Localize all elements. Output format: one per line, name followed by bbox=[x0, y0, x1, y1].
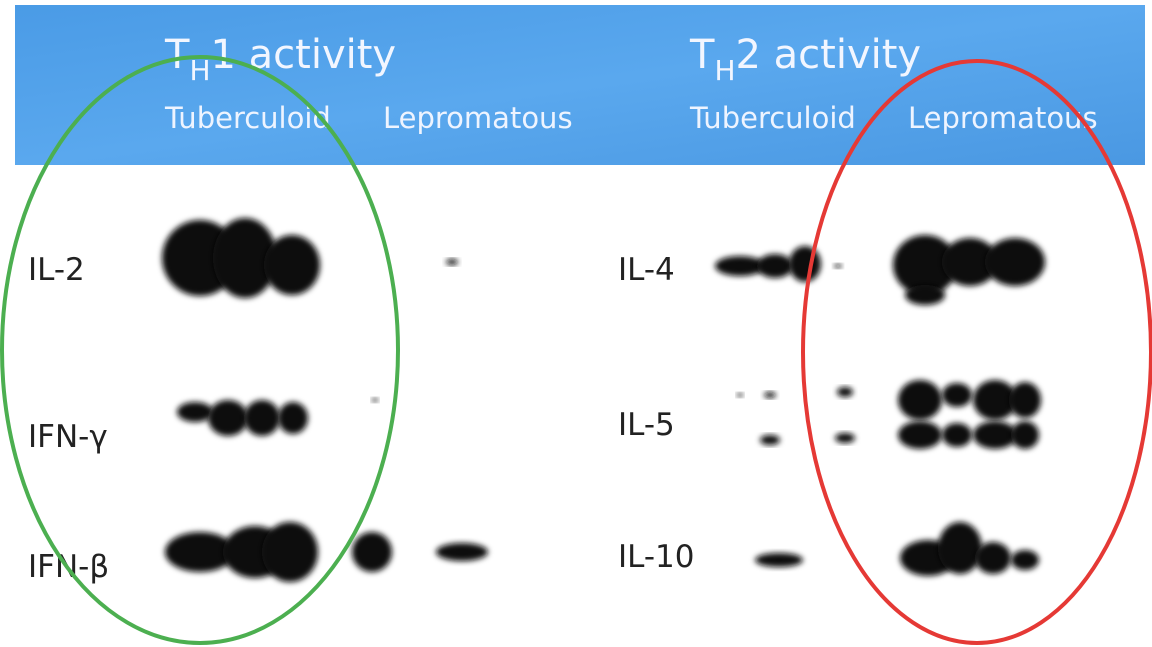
label-part: 1 activity bbox=[211, 32, 397, 78]
blots bbox=[162, 218, 1045, 582]
label-part: H bbox=[714, 54, 735, 87]
label-part: 2 activity bbox=[736, 32, 922, 78]
header-band bbox=[15, 5, 1145, 165]
column-label: Lepromatous bbox=[908, 101, 1098, 135]
highlight-ellipse bbox=[801, 59, 1152, 645]
panel-title: TH2 activity bbox=[689, 32, 921, 87]
row-label: IFN-γ bbox=[28, 419, 108, 455]
column-label: Tuberculoid bbox=[164, 101, 331, 135]
row-label: IL-4 bbox=[618, 252, 675, 288]
column-label: Tuberculoid bbox=[689, 101, 856, 135]
panel-title: TH1 activity bbox=[164, 32, 396, 87]
label-part: H bbox=[189, 54, 210, 87]
label-part: T bbox=[164, 32, 190, 78]
label-part: T bbox=[689, 32, 715, 78]
column-label: Lepromatous bbox=[383, 101, 573, 135]
highlight-ellipse bbox=[0, 55, 400, 645]
row-label: IL-10 bbox=[618, 539, 695, 575]
row-label: IL-2 bbox=[28, 252, 85, 288]
row-label: IL-5 bbox=[618, 407, 675, 443]
